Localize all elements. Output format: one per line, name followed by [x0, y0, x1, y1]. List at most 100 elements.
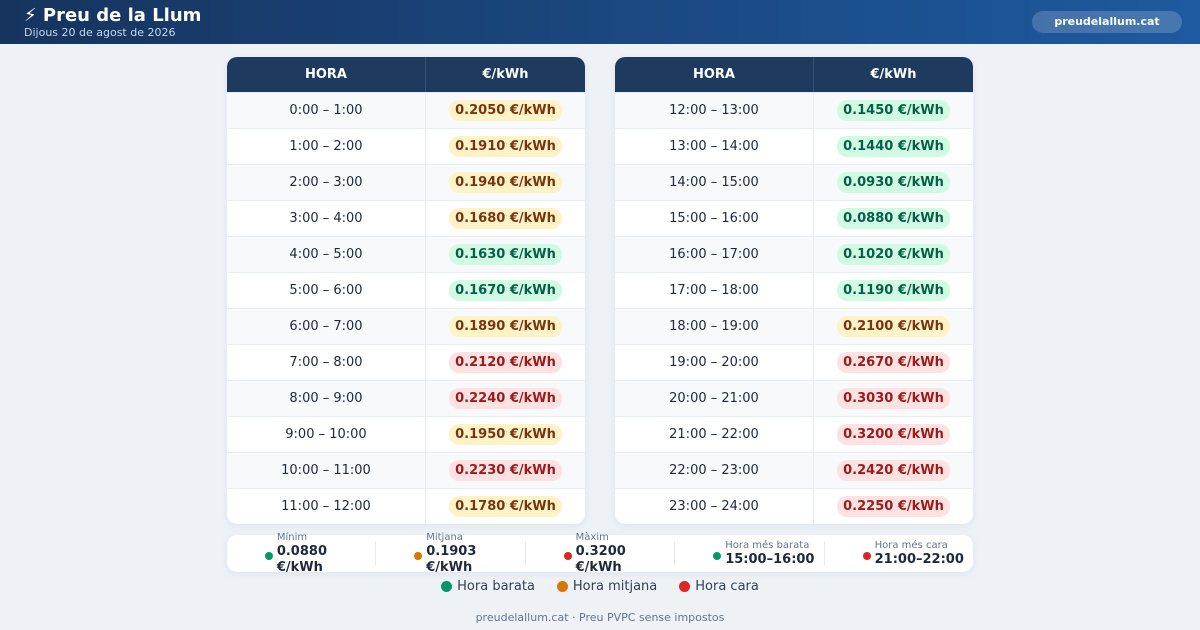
price-pill: 0.2240 €/kWh — [449, 388, 562, 409]
price-pill: 0.2100 €/kWh — [837, 316, 950, 337]
legend-dot — [441, 580, 453, 592]
price-cell: 0.2050 €/kWh — [426, 93, 585, 128]
subtitle: Dijous 20 de agost de 2026 — [24, 26, 176, 39]
column-header: €/kWh — [870, 67, 917, 82]
hour-cell: 12:00 – 13:00 — [615, 93, 814, 128]
hour-cell: 0:00 – 1:00 — [227, 93, 426, 128]
price-pill: 0.1910 €/kWh — [449, 136, 562, 157]
stat-dot — [862, 551, 871, 560]
stat-value: 21:00–22:00 — [874, 551, 964, 567]
hour-cell: 10:00 – 11:00 — [227, 453, 426, 488]
table-row: 15:00 – 16:00 0.0880 €/kWh — [615, 200, 973, 236]
table-row: 5:00 – 6:00 0.1670 €/kWh — [227, 272, 585, 308]
table-row: 8:00 – 9:00 0.2240 €/kWh — [227, 380, 585, 416]
price-table: HORA €/kWh 0:00 – 1:00 0.2050 €/kWh 1:00 – 2… — [227, 57, 585, 524]
legend: Hora barata Hora mitjana Hora cara — [0, 578, 1200, 594]
table-header: HORA €/kWh — [615, 57, 973, 92]
table-row: 21:00 – 22:00 0.3200 €/kWh — [615, 416, 973, 452]
stats-bar: Mínim 0.0880 €/kWh Mitjana 0.1903 €/kWh Màxi… — [227, 532, 973, 575]
stat-label: Hora més cara — [874, 539, 948, 551]
header-bar: ⚡ Preu de la Llum Dijous 20 de agost de … — [0, 0, 1200, 44]
price-cell: 0.2420 €/kWh — [814, 453, 973, 488]
price-pill: 0.1680 €/kWh — [449, 208, 562, 229]
price-cell: 0.0880 €/kWh — [814, 201, 973, 236]
price-cell: 0.1780 €/kWh — [426, 489, 585, 524]
price-cell: 0.1940 €/kWh — [426, 165, 585, 200]
price-pill: 0.2250 €/kWh — [837, 496, 950, 517]
hour-cell: 18:00 – 19:00 — [615, 309, 814, 344]
stat-value: 0.1903 €/kWh — [426, 543, 477, 575]
table-row: 1:00 – 2:00 0.1910 €/kWh — [227, 128, 585, 164]
price-table: HORA €/kWh 12:00 – 13:00 0.1450 €/kWh 13:00 … — [615, 57, 973, 524]
price-pill: 0.2120 €/kWh — [449, 352, 562, 373]
table-body: 0:00 – 1:00 0.2050 €/kWh 1:00 – 2:00 0.1910… — [227, 92, 585, 524]
table-row: 14:00 – 15:00 0.0930 €/kWh — [615, 164, 973, 200]
price-cell: 0.0930 €/kWh — [814, 165, 973, 200]
price-pill: 0.2670 €/kWh — [837, 352, 950, 373]
legend-item: Hora mitjana — [556, 578, 658, 594]
stat-dot — [563, 551, 572, 560]
price-pill: 0.1780 €/kWh — [449, 496, 562, 517]
stat-item: Màxim 0.3200 €/kWh — [524, 532, 674, 575]
footer: preudelallum.cat · Preu PVPC sense impos… — [475, 611, 725, 624]
table-row: 11:00 – 12:00 0.1780 €/kWh — [227, 488, 585, 524]
stat-dot — [414, 551, 423, 560]
column-header: HORA — [615, 57, 814, 92]
price-pill: 0.1940 €/kWh — [449, 172, 562, 193]
price-cell: 0.2240 €/kWh — [426, 381, 585, 416]
hour-cell: 7:00 – 8:00 — [227, 345, 426, 380]
price-cell: 0.2670 €/kWh — [814, 345, 973, 380]
price-cell: 0.3030 €/kWh — [814, 381, 973, 416]
hour-cell: 6:00 – 7:00 — [227, 309, 426, 344]
price-cell: 0.1950 €/kWh — [426, 417, 585, 452]
table-row: 20:00 – 21:00 0.3030 €/kWh — [615, 380, 973, 416]
price-pill: 0.0930 €/kWh — [837, 172, 950, 193]
price-cell: 0.2250 €/kWh — [814, 489, 973, 524]
stat-value: 15:00–16:00 — [725, 551, 815, 567]
table-row: 17:00 – 18:00 0.1190 €/kWh — [615, 272, 973, 308]
price-cell: 0.1450 €/kWh — [814, 93, 973, 128]
hour-cell: 5:00 – 6:00 — [227, 273, 426, 308]
price-pill: 0.2230 €/kWh — [449, 460, 562, 481]
site-button[interactable]: preudelallum.cat — [1032, 11, 1182, 33]
price-pill: 0.1630 €/kWh — [449, 244, 562, 265]
legend-label: Hora barata — [457, 578, 535, 594]
price-cell: 0.1890 €/kWh — [426, 309, 585, 344]
price-pill: 0.1890 €/kWh — [449, 316, 562, 337]
legend-item: Hora barata — [441, 578, 535, 594]
table-row: 23:00 – 24:00 0.2250 €/kWh — [615, 488, 973, 524]
hour-cell: 13:00 – 14:00 — [615, 129, 814, 164]
stat-text: Mitjana 0.1903 €/kWh — [426, 532, 525, 576]
hour-cell: 20:00 – 21:00 — [615, 381, 814, 416]
table-body: 12:00 – 13:00 0.1450 €/kWh 13:00 – 14:00 0.… — [615, 92, 973, 524]
table-row: 10:00 – 11:00 0.2230 €/kWh — [227, 452, 585, 488]
hour-cell: 11:00 – 12:00 — [227, 489, 426, 524]
stat-item: Mínim 0.0880 €/kWh — [227, 532, 375, 575]
column-header: €/kWh — [482, 67, 529, 82]
price-pill: 0.1950 €/kWh — [449, 424, 562, 445]
hour-cell: 8:00 – 9:00 — [227, 381, 426, 416]
stat-label: Mínim — [276, 531, 308, 543]
hour-cell: 4:00 – 5:00 — [227, 237, 426, 272]
legend-label: Hora mitjana — [572, 578, 658, 594]
stat-dot — [265, 551, 273, 560]
legend-label: Hora cara — [695, 578, 759, 594]
hour-cell: 16:00 – 17:00 — [615, 237, 814, 272]
stat-value: 0.3200 €/kWh — [575, 543, 626, 575]
table-header: HORA €/kWh — [227, 57, 585, 92]
stat-label: Hora més barata — [725, 539, 810, 551]
legend-dot — [556, 580, 568, 592]
hour-cell: 15:00 – 16:00 — [615, 201, 814, 236]
hour-cell: 23:00 – 24:00 — [615, 489, 814, 524]
price-pill: 0.1020 €/kWh — [837, 244, 950, 265]
stat-dot — [713, 551, 722, 560]
price-cell: 0.1910 €/kWh — [426, 129, 585, 164]
table-row: 6:00 – 7:00 0.1890 €/kWh — [227, 308, 585, 344]
price-pill: 0.2420 €/kWh — [837, 460, 950, 481]
stat-item: Hora més cara 21:00–22:00 — [823, 539, 973, 567]
hour-cell: 14:00 – 15:00 — [615, 165, 814, 200]
price-cell: 0.1440 €/kWh — [814, 129, 973, 164]
stat-text: Hora més barata 15:00–16:00 — [725, 540, 814, 568]
table-row: 2:00 – 3:00 0.1940 €/kWh — [227, 164, 585, 200]
